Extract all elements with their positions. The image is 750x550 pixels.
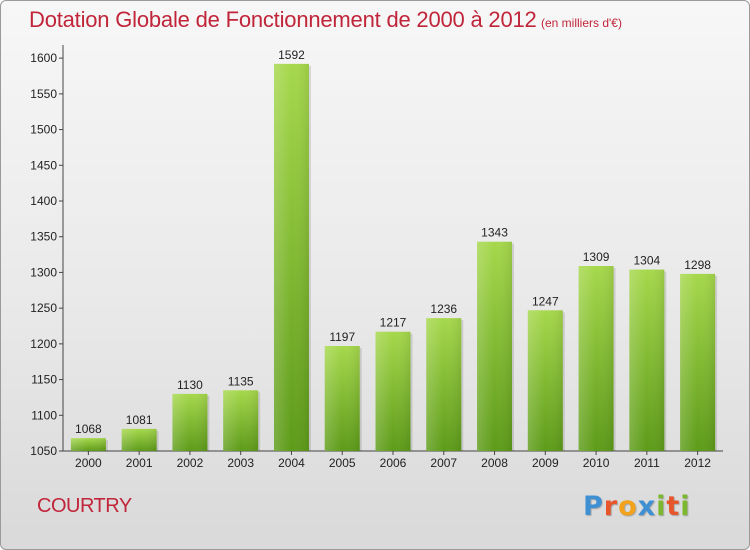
bar-sheen [70,438,106,451]
bar-value-label: 1130 [177,378,203,392]
x-tick-label: 2008 [481,456,508,470]
bar-sheen [273,63,309,451]
bar-value-label: 1343 [481,226,508,240]
y-tick-label: 1350 [30,230,57,244]
y-tick-label: 1600 [30,51,57,65]
proxiti-logo: Proxiti [583,491,691,522]
x-tick-label: 2002 [177,456,204,470]
bar-sheen [629,269,665,451]
x-tick-label: 2000 [75,456,102,470]
bar-sheen [121,428,157,451]
y-tick-label: 1300 [30,265,57,279]
y-tick-label: 1450 [30,158,57,172]
y-tick-label: 1250 [30,301,57,315]
bar-sheen [477,241,513,451]
bar-value-label: 1304 [633,254,660,268]
y-tick-label: 1500 [30,123,57,137]
bar-value-label: 1298 [684,258,711,272]
chart-title: Dotation Globale de Fonctionnement de 20… [29,7,537,32]
x-tick-label: 2012 [684,456,711,470]
x-tick-label: 2003 [227,456,254,470]
bar-sheen [375,331,411,451]
y-tick-label: 1550 [30,87,57,101]
x-tick-label: 2005 [329,456,356,470]
x-tick-label: 2004 [278,456,305,470]
bar-sheen [527,310,563,451]
bar-sheen [172,393,208,451]
bar-value-label: 1068 [75,422,102,436]
bar-value-label: 1197 [329,330,355,344]
x-tick-label: 2006 [380,456,407,470]
y-tick-label: 1150 [31,373,57,387]
commune-name: COURTRY [37,495,132,517]
bar-value-label: 1309 [583,250,610,264]
bar-sheen [223,390,259,451]
x-tick-label: 2001 [126,456,153,470]
bar-value-label: 1592 [278,48,305,62]
axes: 1050 1100 1150 1200 1250 1300 1350 1400 1450 1500… [30,45,723,470]
bar-sheen [680,273,716,451]
bar-value-label: 1247 [532,294,559,308]
x-tick-label: 2007 [430,456,457,470]
bar-value-label: 1236 [430,302,457,316]
bar-value-label: 1217 [380,316,407,330]
x-tick-label: 2010 [583,456,610,470]
bar-sheen [324,346,360,451]
bar-value-label: 1135 [228,374,254,388]
bars [70,63,718,451]
y-tick-label: 1200 [30,337,57,351]
data-labels: 1068 1081 1130 1135 1592 1197 1217 1236 1343 1247… [75,48,711,436]
x-tick-label: 2011 [634,456,660,470]
y-tick-label: 1100 [31,408,57,422]
chart-subtitle: (en milliers d'€) [541,16,622,30]
x-tick-label: 2009 [532,456,559,470]
bar-sheen [578,266,614,451]
y-tick-label: 1050 [30,444,57,458]
y-tick-label: 1400 [30,194,57,208]
bar-value-label: 1081 [126,413,153,427]
bar-sheen [426,318,462,451]
